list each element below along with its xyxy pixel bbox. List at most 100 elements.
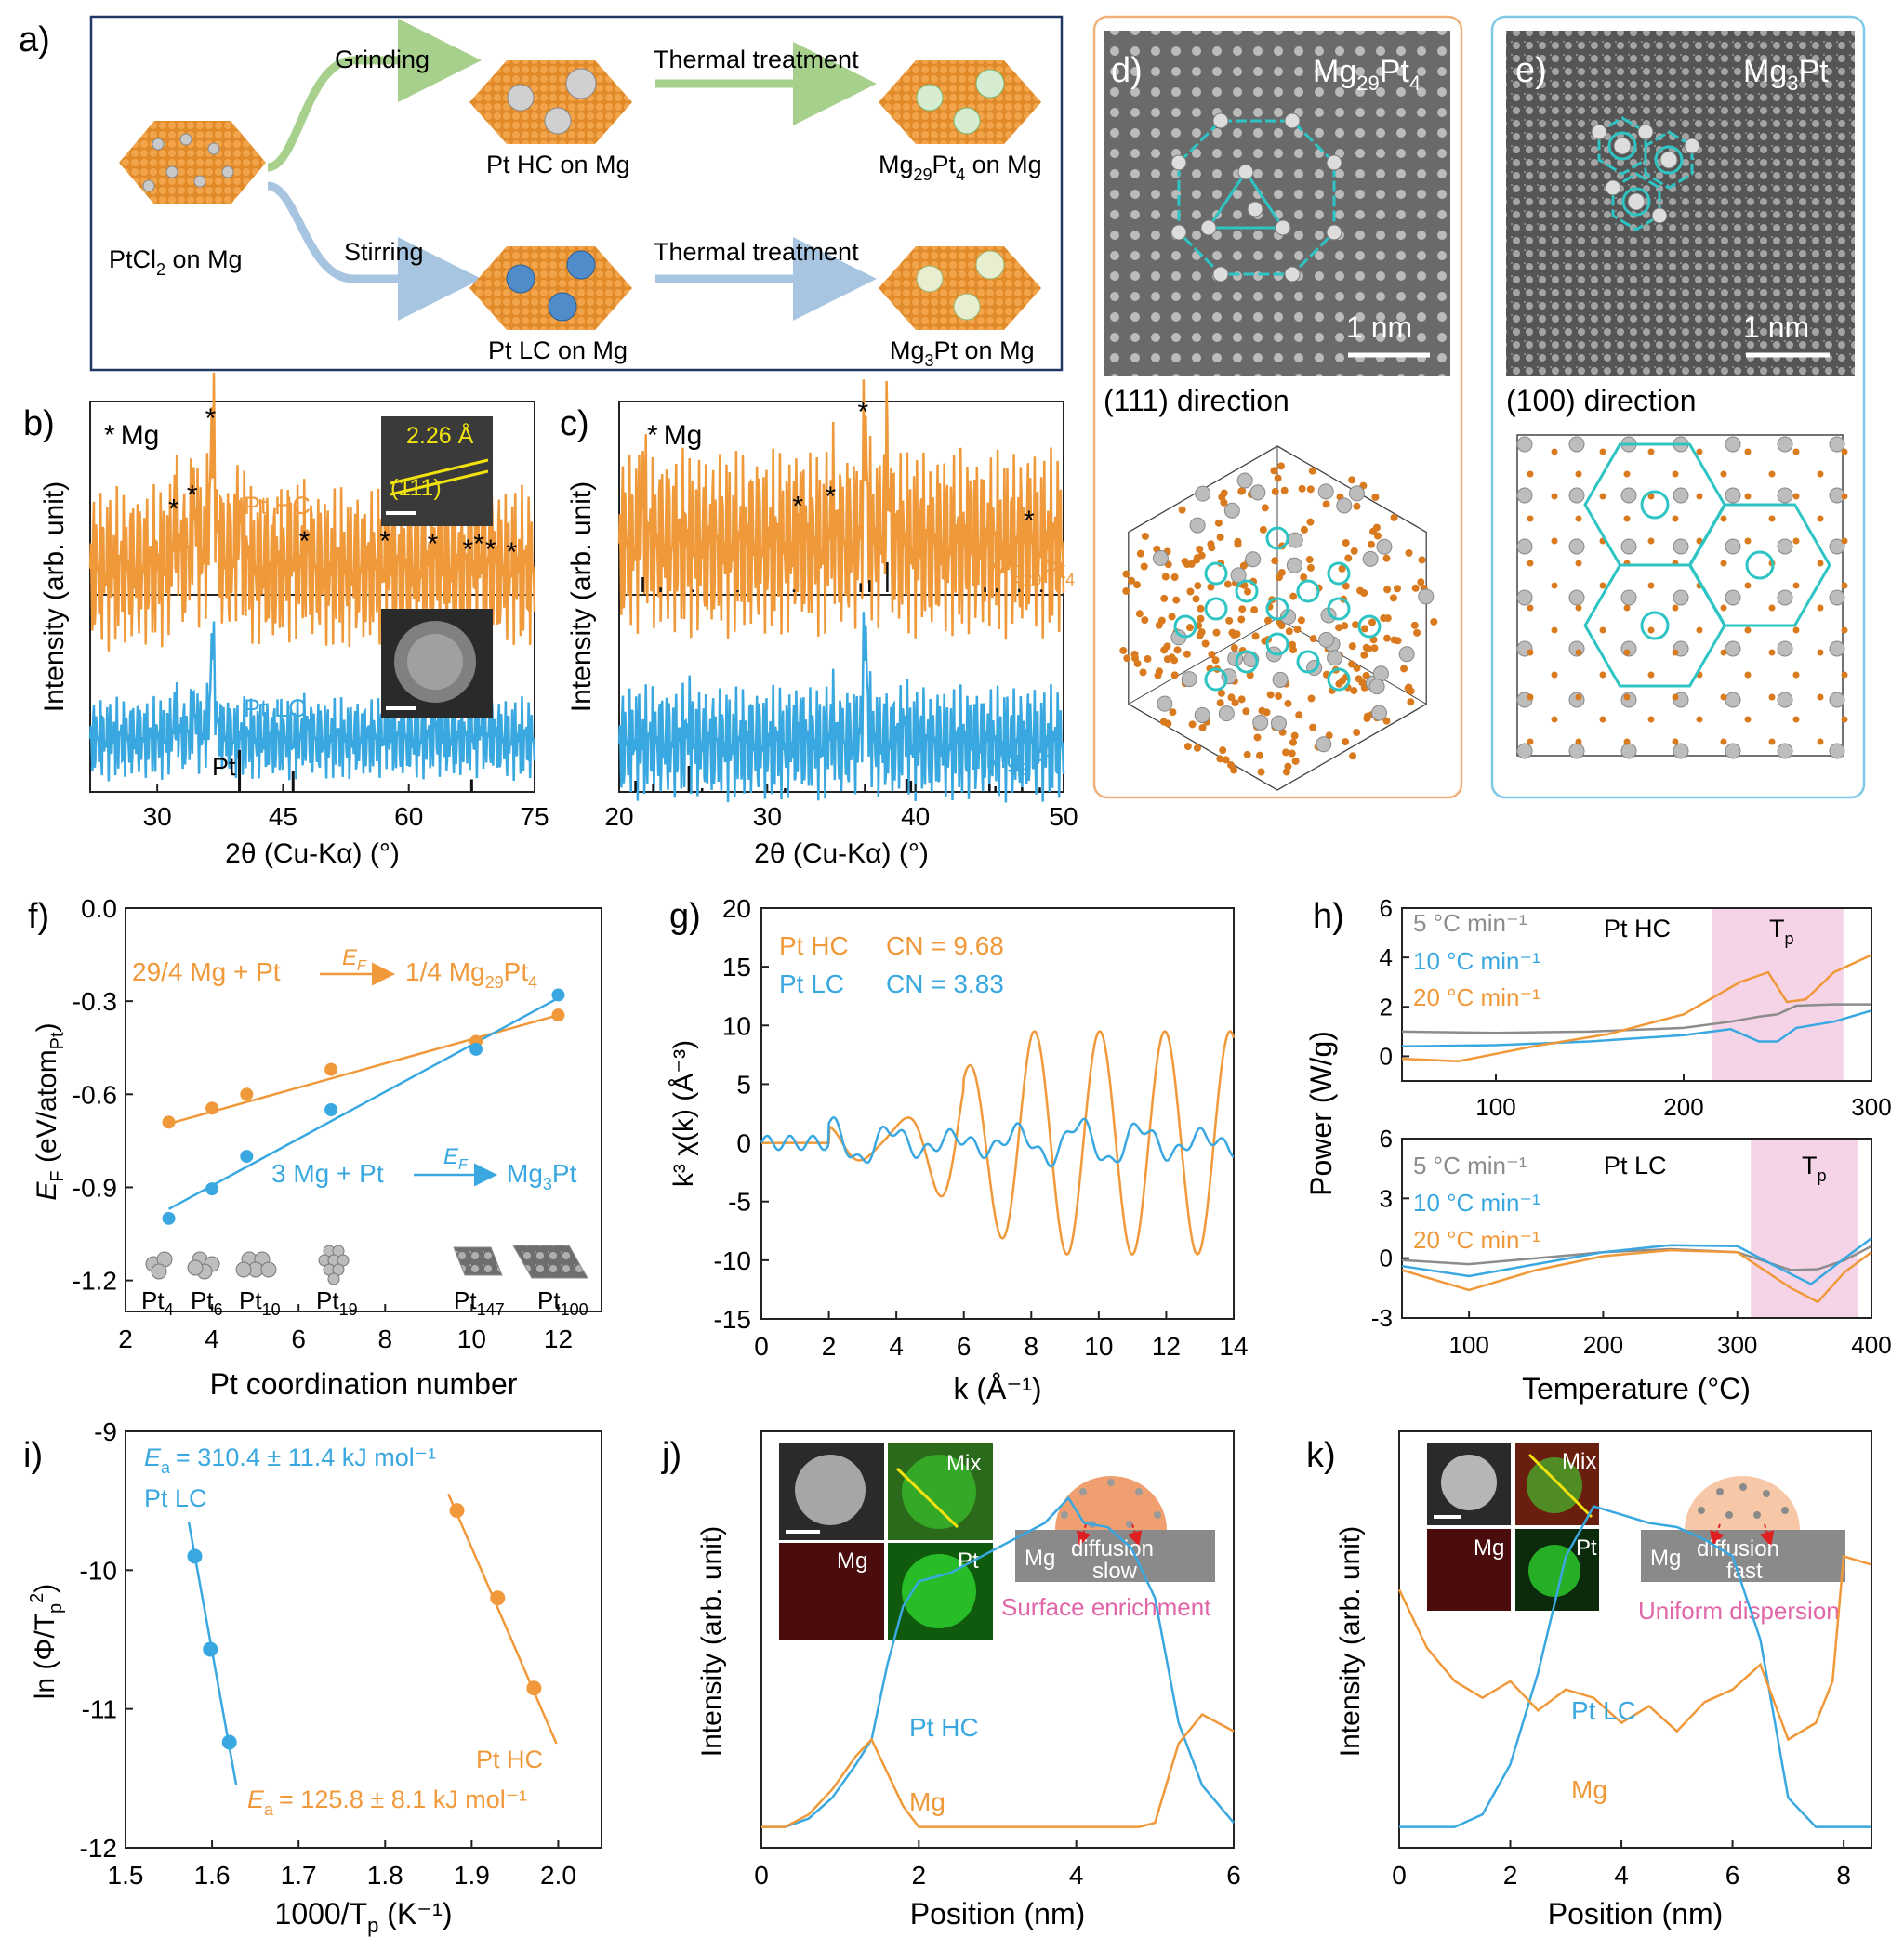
mg-atom [1383, 586, 1392, 594]
mg-atom [1841, 626, 1848, 634]
mg-atom [1817, 738, 1824, 745]
y-tick: 20 [722, 894, 751, 923]
mg-atom [1744, 716, 1752, 723]
mg-atom [1261, 504, 1269, 512]
y-tick: -9 [94, 1417, 117, 1446]
hrtem-image [1104, 31, 1450, 376]
mg-atom [1207, 540, 1215, 548]
mg-atom [1792, 716, 1800, 723]
pt-atom [1725, 692, 1741, 708]
mg-atom [1144, 654, 1152, 663]
start-label: PtCl2 on Mg [109, 245, 243, 279]
inset-plane: (111) [390, 475, 442, 501]
x-axis-label: k (Å⁻¹) [953, 1372, 1041, 1405]
pt-atom [1218, 705, 1235, 722]
mg-atom [1696, 493, 1703, 500]
mg-atom [1720, 470, 1727, 478]
mg-atom [1672, 738, 1679, 745]
mg-atom [1817, 604, 1824, 612]
mg-star: * [506, 537, 517, 568]
fit-line [167, 996, 560, 1210]
pt-atom [1157, 695, 1173, 712]
mg-atom [1335, 679, 1343, 688]
mg-atom [1237, 695, 1246, 704]
mg-atom [1170, 656, 1179, 665]
mg-atom [1239, 561, 1248, 570]
plot-frame [1398, 1430, 1872, 1849]
series-pt-lc [88, 621, 536, 782]
route-arrow-grinding [267, 19, 482, 172]
mg-atom [1413, 628, 1421, 637]
x-tick: 30 [143, 802, 172, 831]
ref-lines-mg29pt4 [641, 562, 1043, 592]
pt-atom [1516, 743, 1533, 759]
y-tick: 10 [722, 1011, 751, 1040]
label-mg: Mg [1571, 1775, 1607, 1804]
image-title: Mg3Pt [1743, 54, 1829, 95]
mg-atom [1599, 626, 1606, 634]
legend-10: 10 °C min⁻¹ [1413, 1189, 1540, 1217]
x-tick: 6 [291, 1324, 306, 1353]
pt-atom [1245, 551, 1262, 568]
mg-atom [1744, 671, 1752, 679]
panel-letter: j) [661, 1436, 681, 1475]
inset-d-spacing: 2.26 Å [406, 421, 474, 449]
cluster-icons [145, 1245, 588, 1285]
highlight-ring [1640, 611, 1670, 640]
x-tick: 2 [1503, 1861, 1518, 1890]
mg-atom [1720, 560, 1727, 567]
mg-atom [1288, 749, 1296, 758]
legend-mg: * Mg [104, 420, 159, 451]
x-tick: 200 [1583, 1331, 1623, 1359]
cluster-label: Pt10 [239, 1286, 281, 1319]
mg-atom [1647, 626, 1655, 634]
y-axis-label: Power (W/g) [1304, 1031, 1338, 1196]
mg-atom [1173, 646, 1182, 654]
mg-atom [1154, 671, 1162, 679]
mg-atom [1358, 679, 1367, 687]
pt-atom [1270, 715, 1287, 731]
plot-frame-top [1401, 907, 1872, 1082]
mg-atom [1744, 448, 1752, 455]
panel-frame [1490, 15, 1866, 799]
pt-atom [1362, 550, 1379, 567]
mg-star: * [473, 529, 484, 560]
map-label-mix: Mix [946, 1451, 981, 1476]
mg-atom [1237, 615, 1246, 624]
mg-star: * [205, 403, 217, 434]
substrate-label: Mg [1025, 1546, 1055, 1571]
mg-atom [1295, 711, 1303, 719]
mg-atom [1305, 556, 1314, 564]
pt-atom [1368, 679, 1385, 695]
scale-bar-label: 1 nm [1743, 310, 1809, 344]
mg-star: * [1024, 506, 1035, 536]
x-tick: 30 [753, 802, 782, 831]
x-tick: 60 [394, 802, 423, 831]
mg-atom [1720, 693, 1727, 701]
mg-atom [1792, 537, 1800, 545]
mg-atom [1140, 562, 1148, 571]
highlight-ring [1296, 579, 1320, 603]
mg-atom [1211, 656, 1220, 665]
legend-10: 10 °C min⁻¹ [1413, 947, 1540, 975]
legend-5: 5 °C min⁻¹ [1413, 1152, 1527, 1179]
fit-line [447, 1493, 558, 1745]
pt-atom [1194, 706, 1210, 723]
mg-star: * [168, 494, 179, 525]
mg-atom [1342, 538, 1350, 547]
mg-atom [1647, 716, 1655, 723]
y-tick: -10 [80, 1556, 117, 1585]
mg-atom [1361, 625, 1369, 633]
mg-atom [1181, 558, 1189, 566]
cluster-label: Pt100 [537, 1286, 588, 1319]
mg-atom [1216, 699, 1224, 707]
panel-e: e) Mg3Pt 1 nm (100) direction [1490, 15, 1866, 799]
mg-atom [1672, 604, 1679, 612]
label-pt-lc: Pt LC [144, 1484, 207, 1512]
end2-label: Mg3Pt on Mg [890, 336, 1035, 370]
mg-atom [1368, 618, 1376, 626]
series-pt-hc [761, 1495, 1235, 1828]
dsc-curve-hc [1401, 1009, 1872, 1048]
pt-atom [1777, 640, 1793, 657]
x-tick: 4 [1614, 1861, 1629, 1890]
